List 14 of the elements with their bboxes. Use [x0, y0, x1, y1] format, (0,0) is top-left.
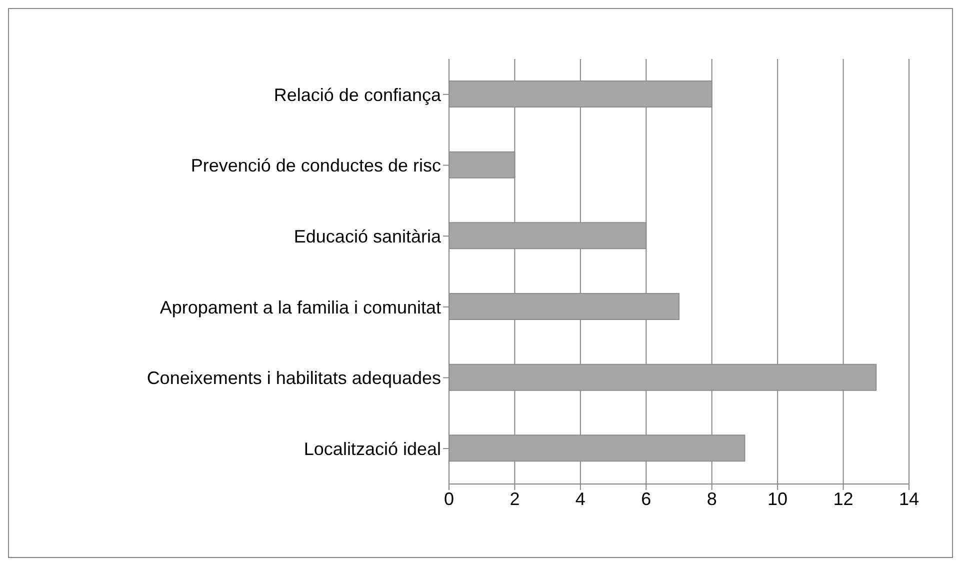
x-tick-label: 8: [706, 488, 717, 509]
x-tick-label: 10: [768, 488, 788, 509]
y-tick-label: Coneixements i habilitats adequades: [146, 368, 441, 388]
x-tick-label: 4: [575, 488, 586, 509]
x-tick-label: 14: [898, 488, 920, 509]
x-tick-label: 2: [510, 488, 520, 509]
x-tick-label: 6: [641, 488, 652, 509]
x-tick-label: 12: [833, 488, 854, 509]
y-tick-label: Relació de confiança: [274, 84, 442, 105]
y-tick-label: Localització ideal: [304, 438, 441, 459]
x-tick-label: 0: [444, 488, 454, 509]
y-tick-label: Educació sanitària: [294, 226, 442, 246]
y-tick-label: Prevenció de conductes de risc: [190, 156, 441, 176]
y-tick-label: Apropament a la familia i comunitat: [160, 297, 441, 318]
